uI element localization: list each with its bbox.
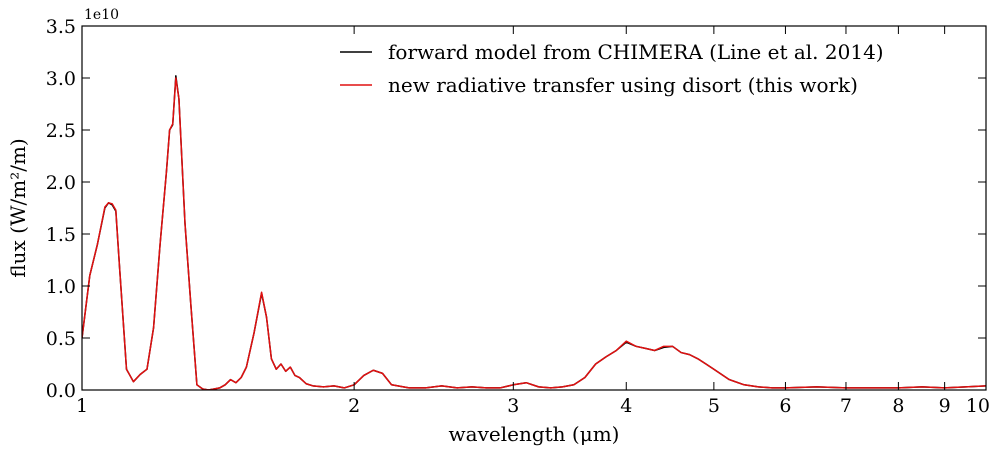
y-axis-label: flux (W/m²/m) (6, 138, 30, 277)
y-tick-label: 0.5 (46, 328, 76, 350)
series-line-chimera (82, 75, 986, 390)
x-tick-label: 2 (348, 395, 360, 417)
x-tick-label: 5 (708, 395, 720, 417)
y-tick-label: 0.0 (46, 380, 76, 402)
y-tick-label: 2.0 (46, 172, 76, 194)
legend-label-chimera: forward model from CHIMERA (Line et al. … (388, 40, 884, 64)
plot-frame (81, 25, 987, 391)
x-tick-label: 7 (840, 395, 852, 417)
x-axis: 1 2 3 4 5 6 7 8 9 10 (76, 26, 990, 417)
series-layer (82, 75, 986, 390)
x-tick-label: 4 (620, 395, 632, 417)
y-tick-label: 3.5 (46, 16, 76, 38)
x-axis-label: wavelength (μm) (449, 422, 620, 446)
y-tick-label: 1.0 (46, 276, 76, 298)
x-tick-label: 1 (76, 395, 88, 417)
x-tick-label: 6 (779, 395, 791, 417)
series-line-disort (82, 77, 986, 390)
y-axis: 0.0 0.5 1.0 1.5 2.0 2.5 3.0 3.5 (46, 16, 986, 402)
x-tick-label: 3 (507, 395, 519, 417)
y-tick-label: 1.5 (46, 224, 76, 246)
y-exponent-label: 1e10 (84, 7, 119, 23)
x-tick-label: 9 (939, 395, 951, 417)
x-tick-label: 10 (966, 395, 990, 417)
x-tick-label: 8 (892, 395, 904, 417)
y-tick-label: 3.0 (46, 68, 76, 90)
y-tick-label: 2.5 (46, 120, 76, 142)
legend-label-disort: new radiative transfer using disort (thi… (388, 73, 858, 97)
legend: forward model from CHIMERA (Line et al. … (340, 40, 884, 97)
